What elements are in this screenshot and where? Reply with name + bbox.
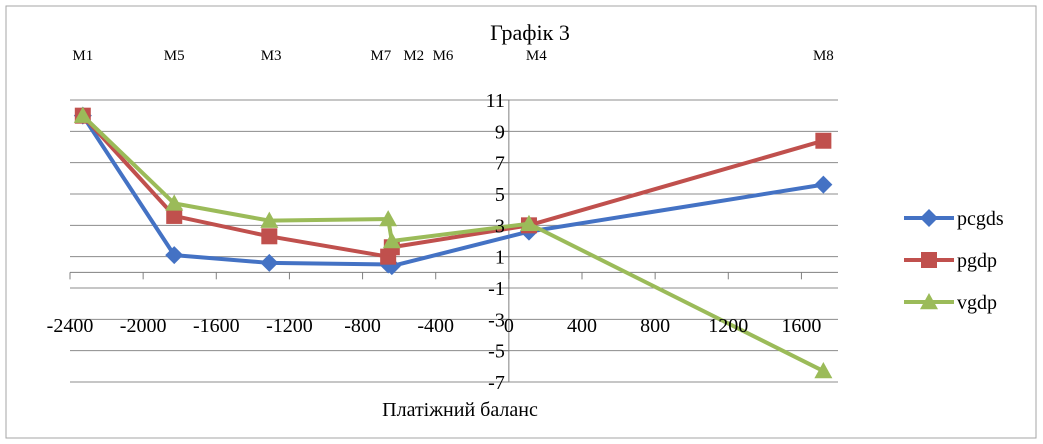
x-axis-title: Платіжний баланс [382, 399, 538, 421]
data-point [920, 209, 938, 227]
x-tick-label: -800 [344, 315, 381, 337]
point-label: M4 [526, 48, 547, 64]
legend-label: pgdp [957, 250, 997, 272]
legend-label: pcgds [957, 208, 1004, 230]
axes [69, 99, 838, 383]
y-tick-label: 11 [486, 90, 505, 112]
x-tick-label: -2000 [120, 315, 167, 337]
legend: pcgds pgdp vgdp [904, 208, 1004, 314]
point-label: M3 [261, 48, 282, 64]
legend-label: vgdp [957, 292, 997, 314]
x-tick-label: 800 [640, 315, 670, 337]
data-point [920, 293, 938, 310]
legend-item: vgdp [904, 292, 997, 314]
data-point [165, 194, 184, 211]
data-point [382, 232, 401, 249]
data-point [379, 210, 398, 227]
y-tick-label: -3 [488, 309, 505, 331]
series-group [73, 106, 833, 379]
data-point [814, 175, 833, 194]
data-point [261, 228, 278, 245]
y-tick-label: -1 [488, 278, 505, 300]
legend-item: pcgds [904, 208, 1004, 230]
x-tick-label: -400 [417, 315, 454, 337]
data-point [519, 214, 538, 231]
x-tick-label: -1200 [266, 315, 313, 337]
y-tick-label: 5 [495, 184, 505, 206]
point-label: M2 [403, 48, 424, 64]
y-tick-label: -5 [488, 341, 505, 363]
point-label: M6 [433, 48, 454, 64]
data-point [921, 252, 937, 268]
x-tick-label: 1200 [708, 315, 748, 337]
point-label: M5 [164, 48, 185, 64]
data-point [165, 246, 184, 265]
data-point [260, 211, 279, 228]
point-label: M7 [370, 48, 391, 64]
tick-labels: 11 9 7 5 3 1 -1 -3 -5 -7 -2400 -2000 -1600 -1200 -800 -… [47, 48, 834, 394]
y-tick-label: 1 [495, 247, 505, 269]
data-point [815, 132, 832, 149]
legend-item: pgdp [904, 250, 997, 272]
point-label: M8 [813, 48, 834, 64]
x-tick-label: -1600 [193, 315, 240, 337]
y-tick-label: 3 [495, 215, 505, 237]
y-tick-label: 7 [495, 153, 505, 175]
gridlines [70, 99, 838, 383]
data-point [73, 106, 92, 123]
point-label: M1 [72, 48, 93, 64]
x-tick-label: 0 [504, 315, 514, 337]
chart-title: Графік 3 [490, 20, 570, 45]
y-tick-label: 9 [495, 121, 505, 143]
data-point [260, 253, 279, 272]
x-tick-label: 1600 [781, 315, 821, 337]
x-tick-label: -2400 [47, 315, 94, 337]
x-tick-label: 400 [567, 315, 597, 337]
data-point [166, 207, 183, 224]
data-point [814, 362, 833, 379]
y-tick-label: -7 [488, 372, 505, 394]
series-vgdp [73, 106, 833, 379]
